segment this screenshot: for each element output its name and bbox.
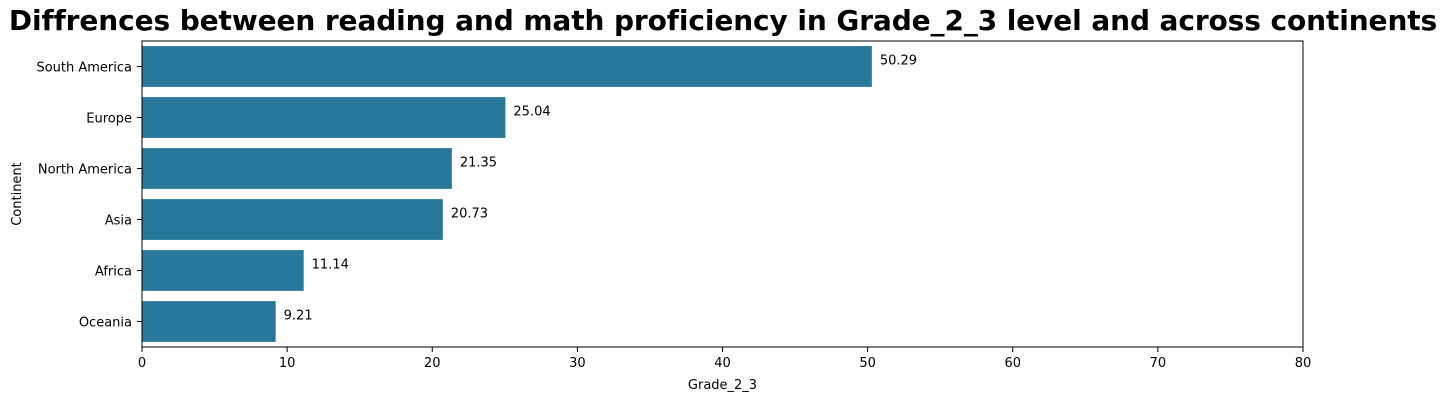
- chart-title: Diffrences between reading and math prof…: [8, 4, 1438, 37]
- y-tick-label: North America: [38, 163, 132, 178]
- data-labels-group: 50.29 25.04 21.35 20.73 11.14 9.21: [284, 54, 917, 324]
- x-tick-label: 40: [714, 356, 731, 371]
- y-tick-label: Europe: [86, 112, 132, 127]
- bar: [142, 301, 276, 342]
- data-label: 11.14: [312, 258, 349, 273]
- plot-frame: [141, 40, 1304, 348]
- x-tick-label: 10: [279, 356, 296, 371]
- x-tick-label: 30: [569, 356, 586, 371]
- y-tick-label: Africa: [95, 265, 132, 280]
- x-tick-label: 60: [1004, 356, 1021, 371]
- y-tick-label: Asia: [105, 214, 132, 229]
- data-label: 25.04: [513, 105, 550, 120]
- x-tick-label: 20: [424, 356, 441, 371]
- y-axis-label: Continent: [10, 162, 25, 226]
- data-label: 21.35: [460, 156, 497, 171]
- data-label: 20.73: [451, 207, 488, 222]
- bar: [142, 46, 872, 87]
- x-tick-label: 0: [138, 356, 146, 371]
- data-label: 9.21: [284, 309, 313, 324]
- y-tick-label: Oceania: [79, 316, 132, 331]
- bars-group: [142, 46, 872, 342]
- x-tick-label: 70: [1150, 356, 1167, 371]
- data-label: 50.29: [880, 54, 917, 69]
- bar: [142, 250, 304, 291]
- y-axis-ticks: South America Europe North America Asia Afri…: [36, 61, 142, 331]
- bar: [142, 148, 452, 189]
- y-tick-label: South America: [36, 61, 132, 76]
- x-tick-label: 80: [1295, 356, 1312, 371]
- x-axis-label: Grade_2_3: [688, 378, 757, 393]
- x-tick-label: 50: [859, 356, 876, 371]
- bar: [142, 97, 506, 138]
- x-axis-ticks: 0 10 20 30 40 50 60 70 80: [138, 347, 1311, 371]
- bar: [142, 199, 443, 240]
